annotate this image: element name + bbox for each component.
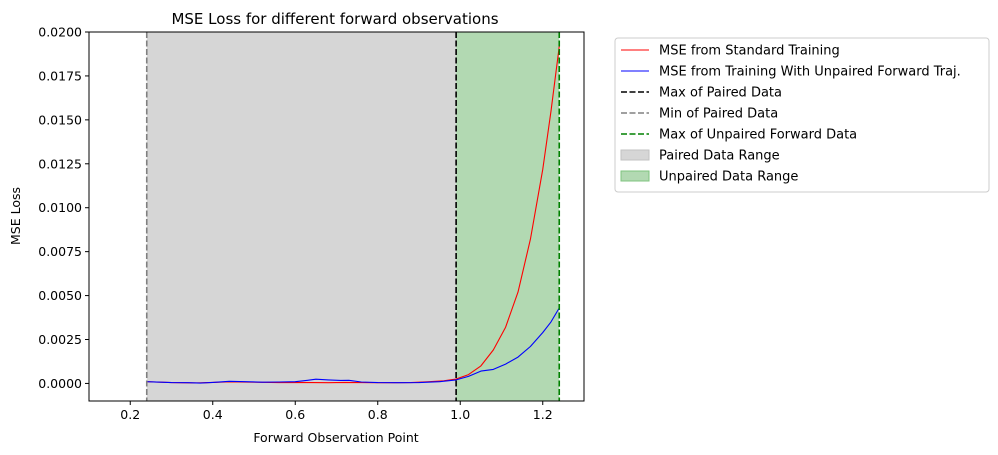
legend-label: MSE from Training With Unpaired Forward … <box>659 65 961 80</box>
legend-swatch <box>620 170 650 182</box>
legend-box <box>614 37 990 193</box>
span-1 <box>456 32 560 401</box>
x-tick-label: 1.2 <box>533 407 553 422</box>
y-tick-label: 0.0025 <box>38 332 82 347</box>
legend-label: Max of Paired Data <box>659 86 782 101</box>
y-tick-label: 0.0100 <box>38 200 82 215</box>
x-axis-label: Forward Observation Point <box>253 430 418 445</box>
x-tick-label: 1.0 <box>450 407 470 422</box>
series-line-1 <box>146 307 560 384</box>
x-tick-label: 0.4 <box>203 407 223 422</box>
chart-title: MSE Loss for different forward observati… <box>171 10 498 28</box>
legend-swatch <box>620 149 650 161</box>
y-axis-label: MSE Loss <box>8 187 23 245</box>
y-tick-label: 0.0075 <box>38 244 82 259</box>
axes-frame <box>88 31 585 402</box>
y-tick-label: 0.0125 <box>38 156 82 171</box>
legend: MSE from Standard Training MSE from Train… <box>614 37 990 193</box>
y-tick-label: 0.0175 <box>38 68 82 83</box>
y-tick-label: 0.0200 <box>38 25 82 40</box>
y-tick-label: 0.0000 <box>38 376 82 391</box>
legend-label: Paired Data Range <box>659 149 780 164</box>
legend-label: Max of Unpaired Forward Data <box>659 128 857 143</box>
legend-label: Min of Paired Data <box>659 107 778 122</box>
y-tick-label: 0.0150 <box>38 112 82 127</box>
span-0 <box>146 32 457 401</box>
y-tick-label: 0.0050 <box>38 288 82 303</box>
x-tick-label: 0.2 <box>120 407 140 422</box>
legend-label: MSE from Standard Training <box>659 44 840 59</box>
x-tick-label: 0.8 <box>368 407 388 422</box>
plot-area: 0.2 0.4 0.6 0.8 1.0 1.2 0.0000 0.0025 0.0050 0.00… <box>38 25 585 422</box>
x-tick-label: 0.6 <box>285 407 305 422</box>
legend-label: Unpaired Data Range <box>659 170 798 185</box>
